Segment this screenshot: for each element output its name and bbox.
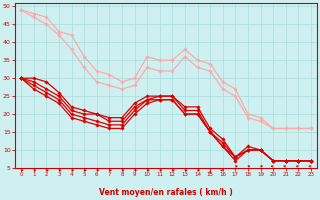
X-axis label: Vent moyen/en rafales ( km/h ): Vent moyen/en rafales ( km/h )	[99, 188, 233, 197]
